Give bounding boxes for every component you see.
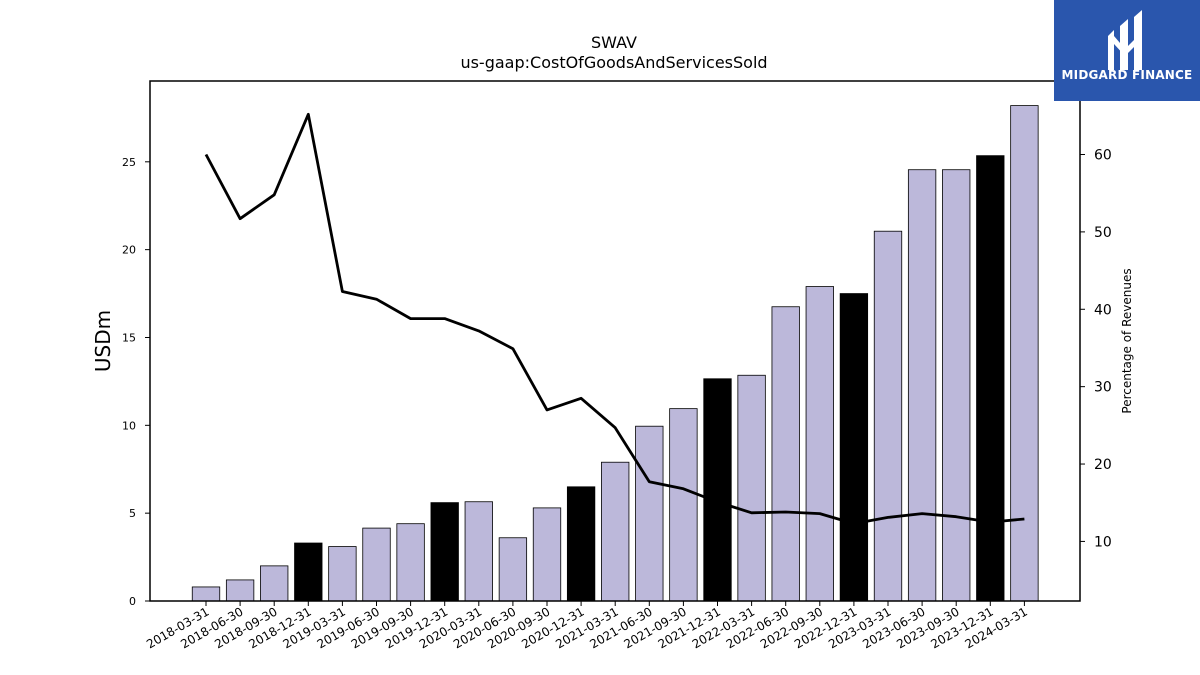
bar [737, 374, 766, 602]
bar [771, 306, 800, 602]
bar [805, 286, 834, 602]
logo-text: MIDGARD FINANCE [1061, 68, 1193, 82]
y2-axis-label: Percentage of Revenues [1120, 268, 1134, 413]
y-axis-label: USDm [91, 310, 115, 372]
bar [907, 169, 937, 602]
y-tick-label: 5 [129, 507, 136, 520]
y-tick-label: 15 [122, 331, 136, 344]
midgard-finance-logo: MIDGARD FINANCE [1054, 0, 1200, 101]
y-tick-label: 10 [122, 419, 136, 432]
y2-tick-label: 20 [1094, 457, 1112, 473]
bar [225, 579, 255, 602]
y2-tick-label: 30 [1094, 380, 1112, 396]
y2-tick-label: 10 [1094, 534, 1112, 550]
bar [464, 501, 493, 602]
y-tick-label: 25 [122, 156, 136, 169]
bar [635, 425, 664, 602]
x-axis: 2018-03-312018-06-302018-09-302018-12-31… [144, 601, 1030, 651]
y-axis-right: 10 20 30 40 50 60 [1080, 148, 1112, 550]
bar [601, 461, 630, 602]
bar [669, 408, 698, 602]
y-axis-left: 0 5 10 15 20 25 [122, 156, 150, 608]
bar [873, 230, 903, 602]
y2-tick-label: 40 [1094, 302, 1112, 318]
bar [1010, 105, 1039, 602]
bar [498, 537, 528, 602]
ratio-line [204, 112, 1025, 525]
y2-tick-label: 50 [1094, 225, 1112, 241]
bar [566, 486, 596, 602]
chart-subtitle: us-gaap:CostOfGoodsAndServicesSold [460, 53, 767, 72]
bars [191, 105, 1039, 602]
bar [362, 527, 391, 602]
logo-mark-icon [1108, 10, 1142, 70]
y2-tick-label: 60 [1094, 148, 1112, 164]
bar [532, 507, 562, 602]
bar [328, 546, 357, 602]
bar [260, 565, 289, 602]
bar [396, 523, 425, 602]
chart-title: SWAV [591, 33, 637, 52]
bar [191, 586, 221, 602]
bar [942, 169, 971, 602]
bar [703, 378, 732, 602]
y-tick-label: 20 [122, 244, 136, 257]
y-tick-label: 0 [129, 595, 136, 608]
bar [430, 502, 459, 602]
bar [976, 155, 1005, 602]
bar [839, 293, 869, 602]
ratio-line-path [204, 112, 1025, 525]
bar [294, 542, 323, 602]
